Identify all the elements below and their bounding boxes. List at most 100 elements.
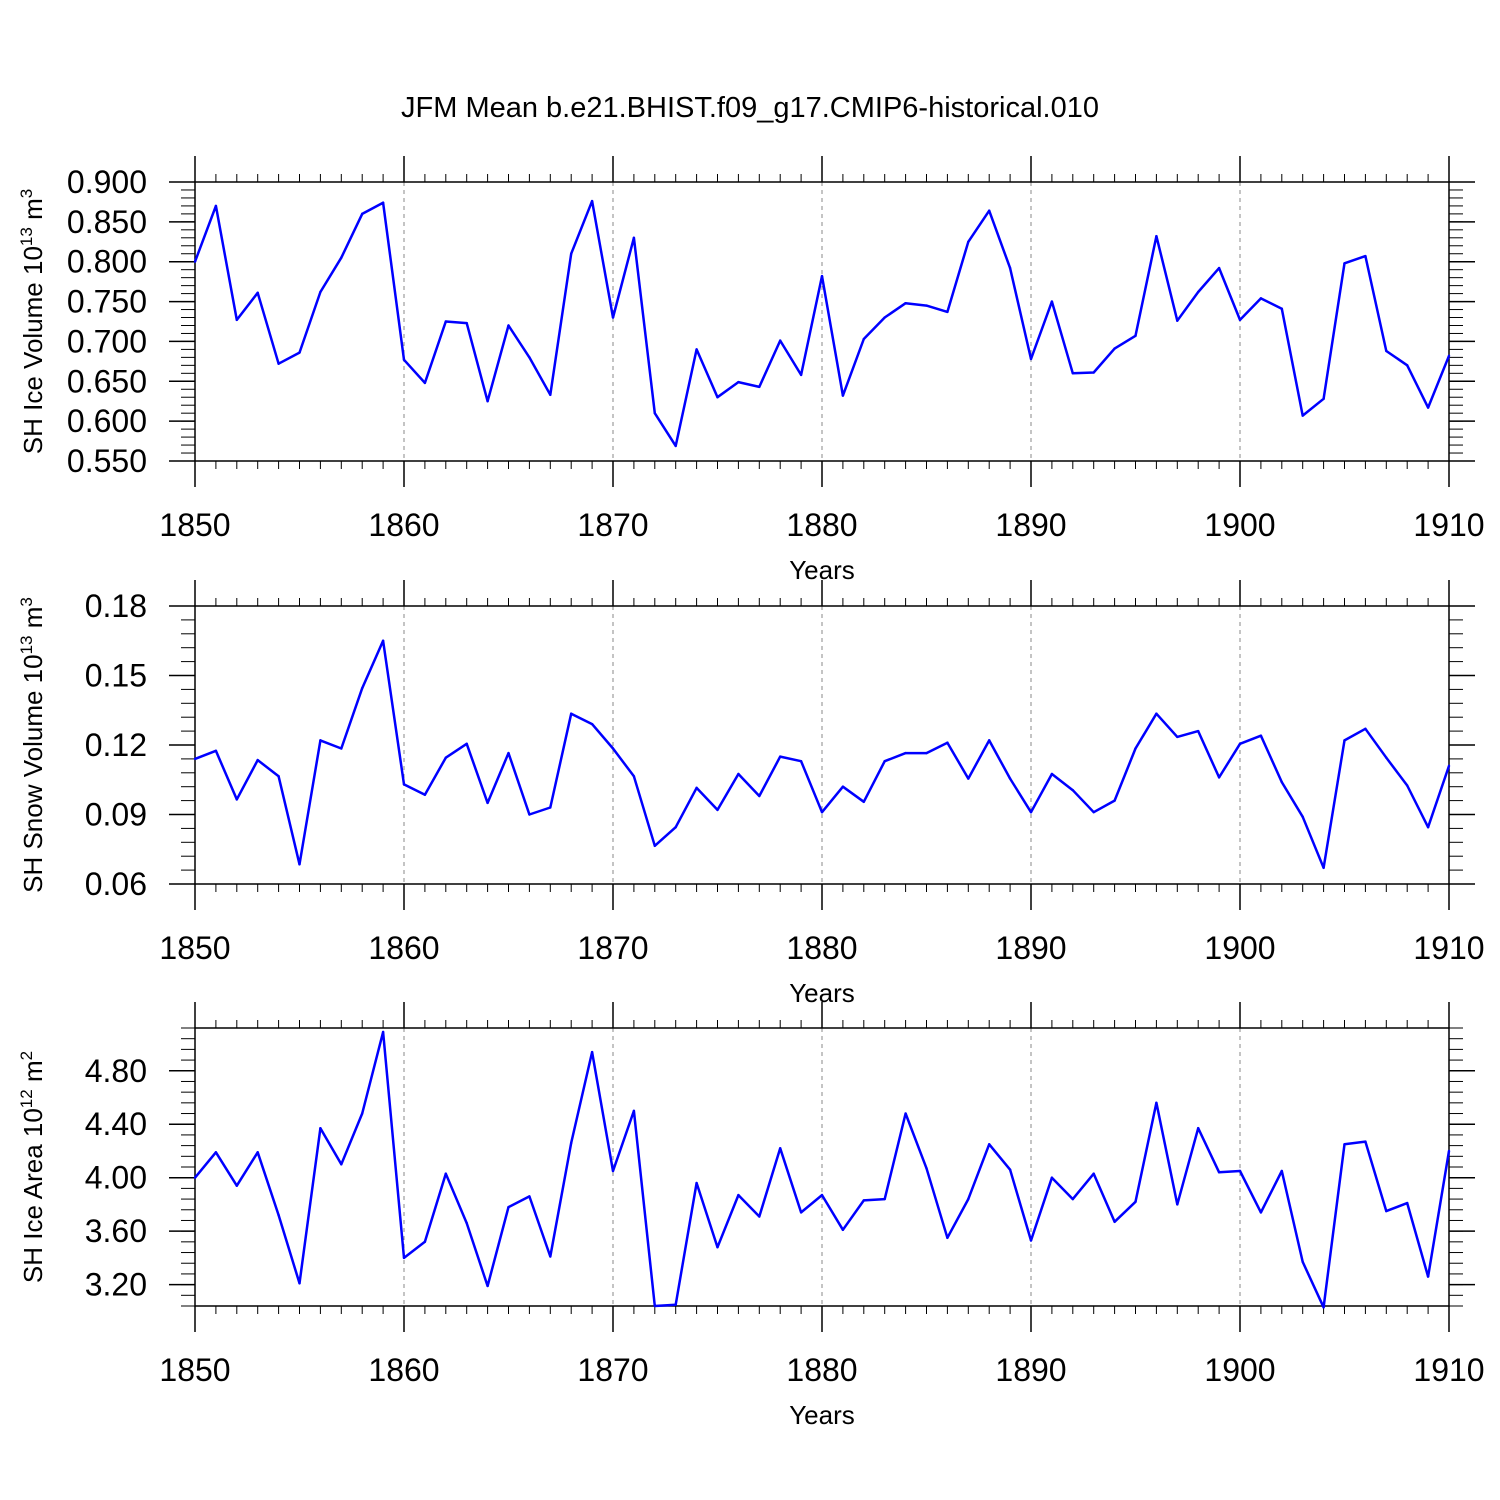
data-point (1406, 364, 1409, 367)
data-point (1280, 307, 1284, 310)
data-point (1259, 734, 1263, 737)
data-point (883, 760, 886, 763)
y-tick-label: 0.700 (67, 323, 147, 359)
data-point (1322, 1306, 1325, 1309)
data-point (1322, 866, 1325, 869)
data-point (256, 291, 259, 295)
data-point (904, 301, 907, 305)
data-point (298, 1282, 301, 1285)
data-point (758, 385, 761, 389)
data-point (214, 204, 218, 208)
x-tick-label: 1890 (995, 1352, 1066, 1388)
data-point (381, 639, 385, 642)
y-tick-label: 0.15 (85, 658, 147, 694)
data-point (716, 808, 719, 812)
x-tick-label: 1910 (1413, 507, 1484, 543)
data-point (925, 751, 928, 755)
data-point (1050, 772, 1054, 776)
data-point (549, 1255, 552, 1258)
data-point (841, 394, 845, 397)
data-point (904, 751, 907, 755)
data-point (486, 801, 489, 805)
data-point (402, 358, 406, 361)
x-tick-label: 1870 (577, 930, 648, 966)
data-point (256, 1151, 259, 1154)
data-point (632, 1109, 636, 1113)
data-point (590, 722, 594, 726)
data-point (528, 356, 531, 359)
data-point (1426, 826, 1430, 829)
data-point (883, 316, 886, 319)
data-point (611, 747, 615, 750)
data-point (1071, 788, 1075, 792)
data-point (235, 1184, 238, 1187)
data-point (1176, 319, 1179, 322)
y-tick-label: 4.80 (85, 1053, 147, 1089)
data-point (632, 775, 636, 778)
data-point (716, 396, 719, 399)
data-point (1364, 1140, 1367, 1143)
data-point (256, 758, 259, 762)
data-point (1134, 334, 1137, 338)
y-axis-title: SH Snow Volume 1013 m3 (17, 597, 48, 893)
data-point (507, 1205, 510, 1209)
data-point (841, 1228, 845, 1232)
data-point (799, 373, 803, 377)
data-point (402, 1256, 406, 1260)
panel-ice-area: 1850 1860 1870 1880 1890 1900 1910 3.20 3.60 4.00… (17, 1002, 1485, 1430)
y-axis-title: SH Ice Area 1012 m2 (17, 1051, 48, 1283)
data-point (674, 444, 677, 448)
data-point (779, 1147, 782, 1150)
data-point (758, 794, 761, 798)
data-point (1050, 300, 1054, 303)
data-point (653, 411, 656, 415)
x-tick-label: 1900 (1204, 507, 1275, 543)
data-point (653, 1304, 656, 1308)
data-point (590, 199, 594, 203)
x-tick-label: 1900 (1204, 1352, 1275, 1388)
data-point (1029, 357, 1033, 361)
data-point (507, 324, 510, 327)
data-point (570, 712, 573, 715)
data-point (862, 1199, 865, 1202)
data-point (465, 1221, 468, 1225)
data-point (528, 813, 531, 816)
data-point (1155, 235, 1158, 238)
data-point (946, 741, 949, 744)
data-point (1197, 1127, 1200, 1130)
y-tick-label: 0.09 (85, 797, 147, 833)
data-point (758, 1215, 761, 1218)
data-point (214, 749, 218, 752)
data-point (1092, 1172, 1095, 1175)
data-point (193, 260, 197, 263)
data-point (1092, 810, 1095, 814)
data-point (1008, 1168, 1012, 1171)
data-point (193, 757, 197, 761)
y-tick-label: 0.750 (67, 284, 147, 320)
data-point (486, 1284, 489, 1288)
panel-ice-volume: 1850 1860 1870 1880 1890 1900 1910 0.550 0.600 0.… (17, 156, 1485, 585)
data-point (465, 742, 468, 746)
data-point (1259, 1211, 1263, 1214)
data-point (695, 1181, 698, 1185)
x-tick-label: 1860 (368, 930, 439, 966)
data-point (235, 798, 238, 801)
data-point (1301, 815, 1304, 819)
data-point (695, 348, 698, 351)
data-point (1280, 780, 1284, 784)
data-point (1343, 739, 1346, 742)
series-line-ice-area (194, 1030, 1451, 1309)
data-point (319, 739, 322, 742)
data-point (381, 201, 385, 204)
data-point (611, 1169, 615, 1173)
y-axis-title: SH Ice Volume 1013 m3 (17, 189, 48, 454)
data-point (674, 826, 677, 829)
x-tick-label: 1870 (577, 1352, 648, 1388)
data-point (674, 1303, 677, 1306)
data-point (1029, 810, 1033, 814)
data-point (423, 1240, 427, 1244)
data-point (632, 236, 636, 239)
data-point (444, 320, 447, 323)
y-tick-label: 0.800 (67, 244, 147, 280)
y-tick-label: 3.60 (85, 1213, 147, 1249)
